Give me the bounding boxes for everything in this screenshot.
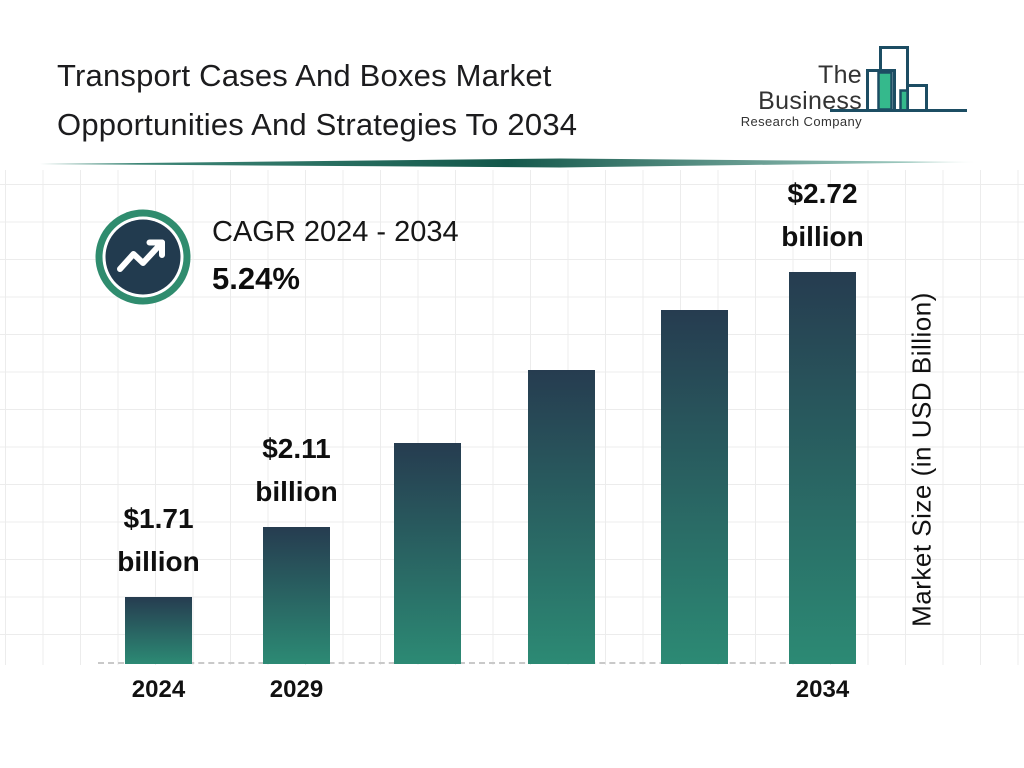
header-divider <box>40 158 975 168</box>
title-line-1: Transport Cases And Boxes Market <box>57 58 552 93</box>
company-logo: The Business Research Company <box>720 40 980 130</box>
cagr-value: 5.24% <box>212 261 300 296</box>
bar-5 <box>661 310 728 664</box>
bar-3 <box>394 443 461 664</box>
y-axis-label: Market Size (in USD Billion) <box>906 292 937 627</box>
cagr-label: CAGR 2024 - 2034 <box>212 216 459 248</box>
x-label-2024: 2024 <box>131 676 186 703</box>
bar-2034 <box>789 272 856 664</box>
page-title: Transport Cases And Boxes Market Opportu… <box>57 51 577 149</box>
x-label-2034: 2034 <box>795 676 850 703</box>
title-line-2: Opportunities And Strategies To 2034 <box>57 107 578 142</box>
bar-2024 <box>125 597 192 664</box>
logo-company-subname: Research Company <box>740 114 862 129</box>
logo-text: The Business Research Company <box>720 62 862 129</box>
bar-2029 <box>263 527 330 664</box>
value-label-2034: $2.72 billion <box>781 178 864 252</box>
value-label-2024: $1.71 billion <box>117 503 200 577</box>
logo-bars-icon <box>830 46 967 112</box>
x-label-2029: 2029 <box>269 676 324 703</box>
axis-baseline <box>98 662 856 664</box>
value-label-2029: $2.11 billion <box>255 433 338 507</box>
trending-up-icon <box>95 209 191 305</box>
bar-4 <box>528 370 595 664</box>
